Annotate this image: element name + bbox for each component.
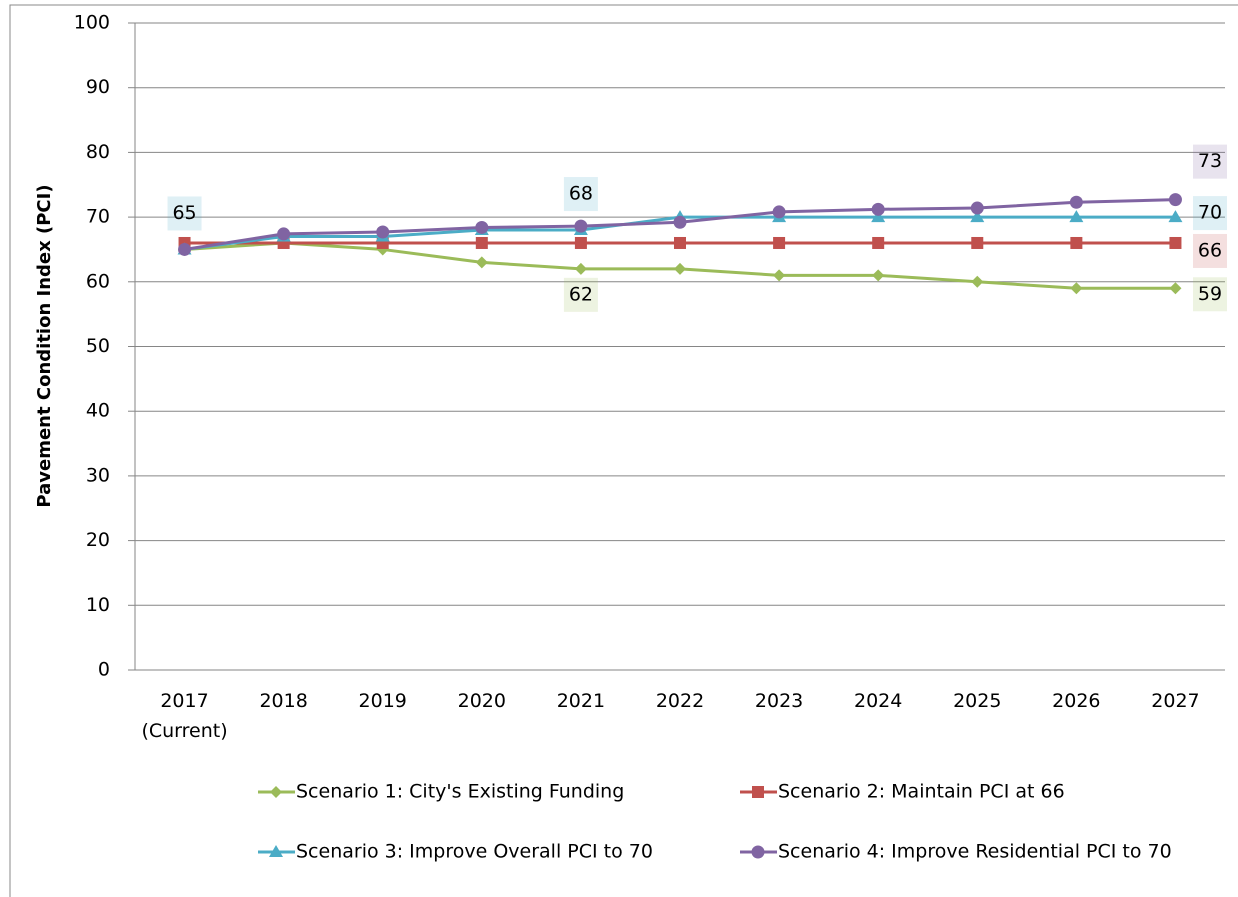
marker	[475, 220, 489, 234]
legend-label: Scenario 1: City's Existing Funding	[296, 781, 624, 803]
x-tick-label: 2019	[358, 690, 407, 712]
chart-frame	[9, 4, 1238, 897]
data-label: 66	[1198, 239, 1222, 261]
marker	[1069, 195, 1083, 209]
data-label-bg	[167, 196, 202, 231]
marker	[773, 236, 786, 249]
x-tick-label: 2024	[853, 690, 903, 712]
x-tick-label: 2021	[556, 690, 606, 712]
marker	[751, 845, 765, 859]
legend-label: Scenario 3: Improve Overall PCI to 70	[296, 841, 653, 863]
data-label-bg	[1193, 233, 1227, 268]
x-tick-label: 2020	[457, 690, 506, 712]
marker	[1169, 236, 1182, 249]
series: 62 59	[178, 236, 1227, 312]
marker	[1070, 282, 1083, 295]
marker	[270, 786, 282, 798]
marker	[1168, 193, 1182, 207]
y-tick-label: 40	[86, 400, 110, 422]
marker	[752, 786, 764, 798]
marker	[674, 236, 686, 249]
data-label-bg	[563, 277, 598, 312]
marker	[971, 275, 984, 288]
series: 73	[178, 144, 1227, 256]
marker	[574, 262, 587, 275]
marker	[674, 262, 686, 275]
data-label-bg	[1193, 277, 1227, 312]
data-label: 65	[172, 202, 196, 224]
series: 66	[178, 233, 1227, 268]
x-tick-label: 2018	[259, 690, 308, 712]
marker	[872, 236, 885, 249]
data-label: 70	[1198, 202, 1222, 224]
marker	[673, 215, 687, 229]
y-tick-label: 90	[86, 76, 110, 98]
x-tick-label: 2027	[1151, 690, 1200, 712]
legend-label: Scenario 2: Maintain PCI at 66	[778, 781, 1065, 803]
marker	[269, 845, 283, 857]
marker	[970, 210, 985, 223]
x-tick-label: 2017 (Current)	[141, 690, 228, 742]
marker	[475, 236, 488, 249]
marker	[971, 236, 984, 249]
x-tick-label: 2026	[1052, 690, 1101, 712]
data-label: 68	[569, 183, 593, 205]
y-tick-label: 30	[86, 464, 110, 486]
legend-label: Scenario 4: Improve Residential PCI to 7…	[778, 841, 1172, 863]
marker	[475, 256, 488, 269]
y-tick-label: 80	[86, 141, 110, 163]
marker	[871, 202, 885, 216]
y-tick-label: 50	[86, 335, 110, 357]
marker	[178, 242, 192, 256]
marker	[1168, 210, 1183, 223]
y-axis-label: Pavement Condition Index (PCI)	[34, 184, 55, 507]
y-tick-label: 20	[86, 529, 110, 551]
data-label: 73	[1198, 150, 1222, 172]
x-tick-label: 2025	[953, 690, 1002, 712]
data-label: 62	[569, 283, 593, 305]
x-tick-label: 2022	[655, 690, 705, 712]
marker	[970, 201, 984, 215]
marker	[376, 225, 390, 239]
data-label-bg	[1193, 144, 1227, 179]
marker	[772, 205, 786, 219]
x-tick-label: 2023	[754, 690, 804, 712]
y-tick-label: 100	[74, 12, 110, 34]
y-tick-label: 60	[86, 270, 110, 292]
data-label: 59	[1198, 283, 1222, 305]
data-label-bg	[563, 177, 598, 212]
marker	[1070, 236, 1083, 249]
marker	[277, 227, 291, 241]
marker	[1169, 282, 1182, 295]
marker	[574, 219, 588, 233]
y-tick-label: 0	[98, 659, 110, 681]
marker	[871, 210, 886, 223]
marker	[872, 269, 885, 282]
marker	[773, 269, 786, 282]
marker	[574, 236, 587, 249]
y-tick-label: 70	[86, 206, 110, 228]
marker	[1069, 210, 1084, 223]
data-label-bg	[1193, 196, 1227, 231]
y-tick-label: 10	[86, 594, 110, 616]
